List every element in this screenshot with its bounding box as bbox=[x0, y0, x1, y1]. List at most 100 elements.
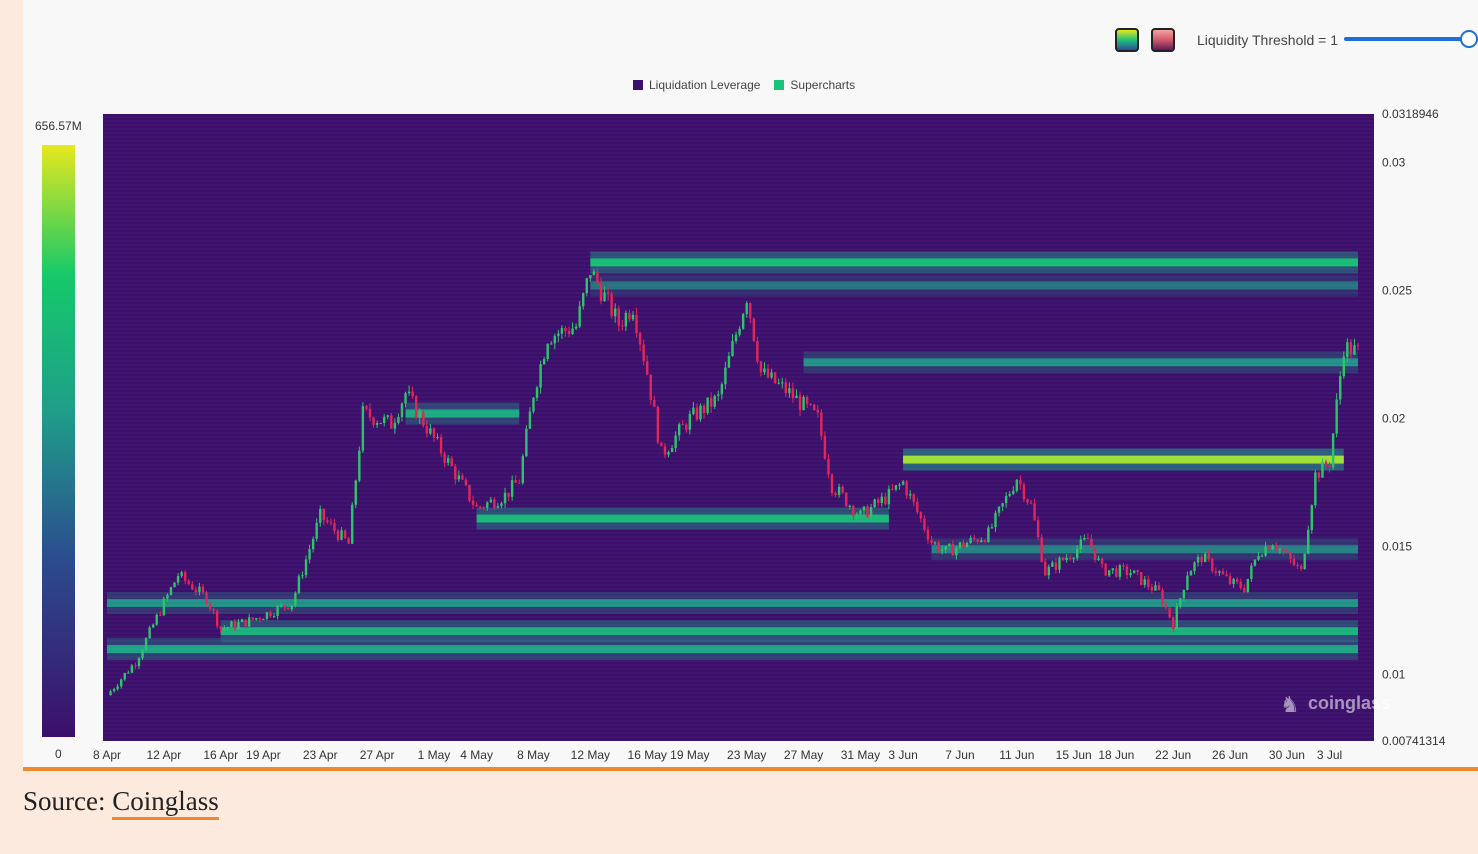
candle-body bbox=[159, 614, 162, 616]
candle-body bbox=[610, 293, 613, 317]
candle-body bbox=[1015, 479, 1019, 491]
gradient-green-swatch-icon[interactable] bbox=[1115, 28, 1139, 52]
candle-body bbox=[912, 494, 915, 502]
candle-body bbox=[1235, 578, 1239, 582]
candle-body bbox=[521, 456, 525, 484]
candle-body bbox=[1218, 571, 1221, 573]
candle-body bbox=[983, 540, 987, 542]
candle-body bbox=[724, 367, 727, 385]
candle-body bbox=[1083, 538, 1086, 540]
candle-body bbox=[1296, 565, 1299, 567]
candle-body bbox=[976, 539, 979, 543]
threshold-slider[interactable] bbox=[1344, 30, 1478, 48]
source-prefix: Source: bbox=[23, 786, 113, 816]
candle-body bbox=[695, 407, 699, 420]
candle-body bbox=[226, 627, 230, 629]
candle-body bbox=[596, 271, 599, 284]
candle-body bbox=[980, 540, 983, 543]
x-tick-label: 8 May bbox=[517, 748, 550, 762]
candle-body bbox=[1104, 563, 1107, 576]
legend-label: Liquidation Leverage bbox=[649, 78, 761, 92]
gradient-red-swatch-icon[interactable] bbox=[1151, 28, 1175, 52]
candle-body bbox=[489, 499, 493, 503]
x-tick-label: 31 May bbox=[841, 748, 880, 762]
legend-item-supercharts[interactable]: Supercharts bbox=[774, 78, 855, 92]
candle-body bbox=[109, 691, 112, 696]
candle-body bbox=[660, 442, 663, 447]
candle-body bbox=[493, 499, 496, 508]
candle-body bbox=[365, 406, 368, 409]
candle-body bbox=[1147, 579, 1150, 587]
candle-body bbox=[1264, 546, 1267, 556]
candle-body bbox=[962, 542, 965, 548]
candle-body bbox=[834, 492, 837, 495]
candle-body bbox=[649, 374, 652, 400]
candle-body bbox=[1111, 568, 1114, 571]
x-tick-label: 16 Apr bbox=[203, 748, 238, 762]
candle-body bbox=[908, 494, 912, 496]
candle-body bbox=[877, 499, 880, 504]
threshold-controls: Liquidity Threshold = 1 bbox=[1115, 27, 1338, 53]
y-tick-label: 0.01 bbox=[1382, 668, 1406, 682]
candle-body bbox=[1122, 565, 1125, 567]
candle-body bbox=[756, 340, 759, 362]
candle-body bbox=[1203, 553, 1207, 563]
candle-body bbox=[923, 518, 926, 530]
slider-track[interactable] bbox=[1344, 37, 1464, 41]
candle-body bbox=[948, 543, 951, 547]
candle-body bbox=[432, 428, 436, 438]
candle-body bbox=[631, 314, 635, 320]
candle-body bbox=[1047, 566, 1051, 576]
candle-body bbox=[816, 410, 819, 413]
candle-body bbox=[1001, 503, 1004, 507]
candle-body bbox=[414, 396, 418, 418]
candle-body bbox=[670, 448, 674, 452]
candle-body bbox=[1289, 552, 1292, 559]
candle-body bbox=[262, 619, 265, 621]
x-tick-label: 18 Jun bbox=[1098, 748, 1134, 762]
source-link[interactable]: Coinglass bbox=[112, 786, 219, 820]
candle-body bbox=[439, 437, 443, 454]
slider-knob[interactable] bbox=[1460, 30, 1478, 48]
legend-swatch bbox=[774, 80, 785, 90]
candle-body bbox=[1036, 520, 1040, 538]
candle-body bbox=[1086, 538, 1090, 540]
candle-body bbox=[859, 510, 862, 515]
candle-body bbox=[752, 318, 756, 341]
candle-body bbox=[1108, 570, 1111, 576]
x-tick-label: 19 Apr bbox=[246, 748, 281, 762]
candle-body bbox=[994, 512, 997, 528]
x-tick-label: 27 May bbox=[784, 748, 823, 762]
candle-body bbox=[1004, 495, 1008, 504]
candle-body bbox=[1253, 559, 1257, 566]
candle-body bbox=[1132, 570, 1136, 574]
y-tick-label: 0.025 bbox=[1382, 284, 1412, 298]
candle-body bbox=[766, 368, 770, 378]
candle-body bbox=[454, 466, 457, 480]
candle-body bbox=[1317, 472, 1321, 478]
candle-body bbox=[944, 546, 947, 550]
candle-body bbox=[1339, 376, 1342, 400]
candle-body bbox=[1292, 558, 1296, 566]
candle-body bbox=[1193, 562, 1196, 572]
legend-item-liquidation-leverage[interactable]: Liquidation Leverage bbox=[633, 78, 760, 92]
candle-body bbox=[1150, 586, 1154, 591]
candle-body bbox=[251, 617, 254, 620]
candle-body bbox=[830, 474, 834, 493]
candle-body bbox=[1239, 581, 1242, 589]
candle-body bbox=[926, 529, 930, 540]
candle-body bbox=[781, 382, 784, 384]
candle-body bbox=[276, 606, 279, 617]
x-tick-label: 26 Jun bbox=[1212, 748, 1248, 762]
candle-body bbox=[333, 522, 336, 531]
candle-body bbox=[368, 408, 372, 418]
candle-body bbox=[1342, 356, 1345, 377]
candle-body bbox=[972, 537, 976, 540]
candle-body bbox=[1207, 553, 1210, 559]
candle-body bbox=[471, 500, 475, 505]
candle-body bbox=[1211, 558, 1214, 572]
candle-body bbox=[510, 480, 514, 497]
candle-body bbox=[1115, 568, 1118, 577]
candle-body bbox=[141, 650, 144, 659]
candle-body bbox=[1228, 575, 1232, 584]
